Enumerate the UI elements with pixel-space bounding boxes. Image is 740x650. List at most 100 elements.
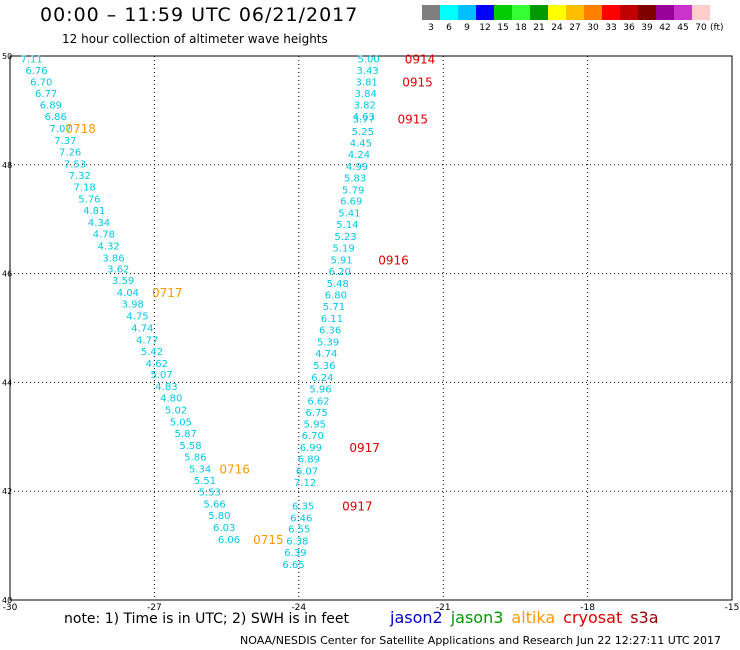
wave-height-label: 5.42 [141, 347, 163, 358]
color-scale-label: 30 [587, 23, 599, 33]
wave-height-label: 6.86 [45, 112, 67, 123]
color-swatch [422, 5, 440, 20]
legend-s3a: s3a [630, 608, 659, 627]
wave-height-label: 6.36 [319, 326, 341, 337]
legend-altika: altika [511, 608, 556, 627]
wave-height-label: 6.35 [292, 501, 314, 512]
wave-height-label: 3.84 [355, 89, 377, 100]
color-swatch [548, 5, 566, 20]
wave-height-label: 5.51 [194, 476, 216, 487]
wave-height-label: 5.41 [338, 209, 360, 220]
wave-height-label: 5.02 [165, 406, 187, 417]
color-swatch [620, 5, 638, 20]
wave-height-label: 4.99 [346, 162, 368, 173]
wave-height-label: 6.46 [290, 513, 312, 524]
color-swatch [476, 5, 494, 20]
wave-height-label: 6.80 [325, 290, 347, 301]
wave-height-label: 3.82 [354, 100, 376, 111]
wave-height-label: 5.14 [336, 220, 358, 231]
wave-height-label: 7.53 [64, 160, 86, 171]
legend-jason3: jason3 [450, 608, 504, 627]
wave-height-label: 6.07 [296, 467, 318, 478]
latitude-tick-label: 42 [2, 487, 12, 496]
wave-height-label: 6.55 [288, 525, 310, 536]
wave-height-label: 5.39 [317, 338, 339, 349]
wave-height-label: 6.06 [218, 535, 240, 546]
pass-time-label: 0915 [402, 76, 433, 90]
pass-time-label: 0715 [253, 533, 284, 547]
wave-height-label: 6.65 [282, 560, 304, 571]
wave-height-label: 6.69 [340, 197, 362, 208]
longitude-tick-label: -18 [580, 603, 595, 613]
wave-height-label: 4.74 [131, 323, 153, 334]
latitude-tick-label: 40 [2, 596, 12, 605]
latitude-tick-label: 50 [2, 52, 12, 61]
wave-height-label: 7.12 [294, 478, 316, 489]
wave-height-label: 6.70 [302, 431, 324, 442]
color-swatch [566, 5, 584, 20]
latitude-tick-label: 48 [2, 161, 12, 170]
wave-height-label: 4.77 [136, 335, 158, 346]
note-text: note: 1) Time is in UTC; 2) SWH is in fe… [64, 611, 350, 627]
wave-height-label: 5.48 [327, 279, 349, 290]
wave-height-label: 5.76 [78, 195, 100, 206]
wave-height-label: 3.81 [356, 78, 378, 89]
wave-height-label: 5.87 [175, 429, 197, 440]
wave-height-label: 5.79 [342, 185, 364, 196]
wave-height-label: 6.24 [311, 373, 333, 384]
wave-height-label: 4.34 [88, 218, 110, 229]
wave-height-label: 6.20 [329, 267, 351, 278]
wave-height-label: 6.75 [305, 408, 327, 419]
longitude-tick-label: -21 [436, 603, 451, 613]
wave-height-label: 5.80 [208, 511, 230, 522]
wave-height-label: 4.75 [126, 311, 148, 322]
color-swatch [674, 5, 692, 20]
wave-height-label: 6.70 [30, 78, 52, 89]
color-scale-label: 42 [659, 23, 671, 33]
latitude-tick-label: 44 [2, 378, 12, 387]
wave-height-label: 5.25 [352, 127, 374, 138]
color-scale-label: 9 [464, 23, 470, 33]
pass-time-label: 0915 [397, 113, 428, 127]
legend-cryosat: cryosat [563, 608, 623, 627]
pass-time-label: 0718 [65, 122, 96, 136]
wave-height-label: 5.86 [184, 452, 206, 463]
wave-height-label: 4.62 [146, 359, 168, 370]
legend-jason2: jason2 [390, 608, 443, 627]
color-scale-label: 3 [428, 23, 434, 33]
color-swatch [494, 5, 512, 20]
wave-height-label: 4.45 [350, 138, 372, 149]
wave-height-label: 6.03 [213, 523, 235, 534]
wave-height-label: 7.11 [21, 55, 43, 66]
wave-height-label: 5.07 [150, 370, 172, 381]
wave-height-label: 5.23 [334, 232, 356, 243]
wave-height-label: 7.26 [59, 148, 81, 159]
color-swatch [458, 5, 476, 20]
wave-height-label: 6.11 [321, 314, 343, 325]
wave-height-label: 6.62 [307, 396, 329, 407]
color-scale-label: 45 [677, 23, 689, 33]
color-swatch [656, 5, 674, 20]
pass-time-label: 0914 [405, 53, 436, 67]
wave-height-label: 7.18 [73, 183, 95, 194]
wave-height-label: 5.58 [179, 441, 201, 452]
wave-height-label: 6.89 [298, 455, 320, 466]
wave-height-label: 5.53 [199, 488, 221, 499]
color-scale-label: 21 [533, 23, 545, 33]
color-scale-label: 24 [551, 23, 563, 33]
wave-height-label: 4.04 [117, 288, 139, 299]
wave-height-label: 4.24 [348, 150, 370, 161]
wave-height-label: 7.07 [49, 124, 71, 135]
wave-height-label: 4.83 [155, 382, 177, 393]
wave-height-label: 5.00 [357, 55, 379, 66]
color-swatch [638, 5, 656, 20]
map-frame [9, 55, 733, 601]
wave-height-label: 4.74 [315, 349, 337, 360]
wave-height-label: 6.77 [35, 89, 57, 100]
wave-height-label: 3.98 [122, 300, 144, 311]
color-swatch [692, 5, 710, 20]
longitude-tick-label: -24 [291, 603, 306, 613]
wave-height-label: 4.32 [98, 241, 120, 252]
wave-height-label: 5.34 [189, 464, 211, 475]
